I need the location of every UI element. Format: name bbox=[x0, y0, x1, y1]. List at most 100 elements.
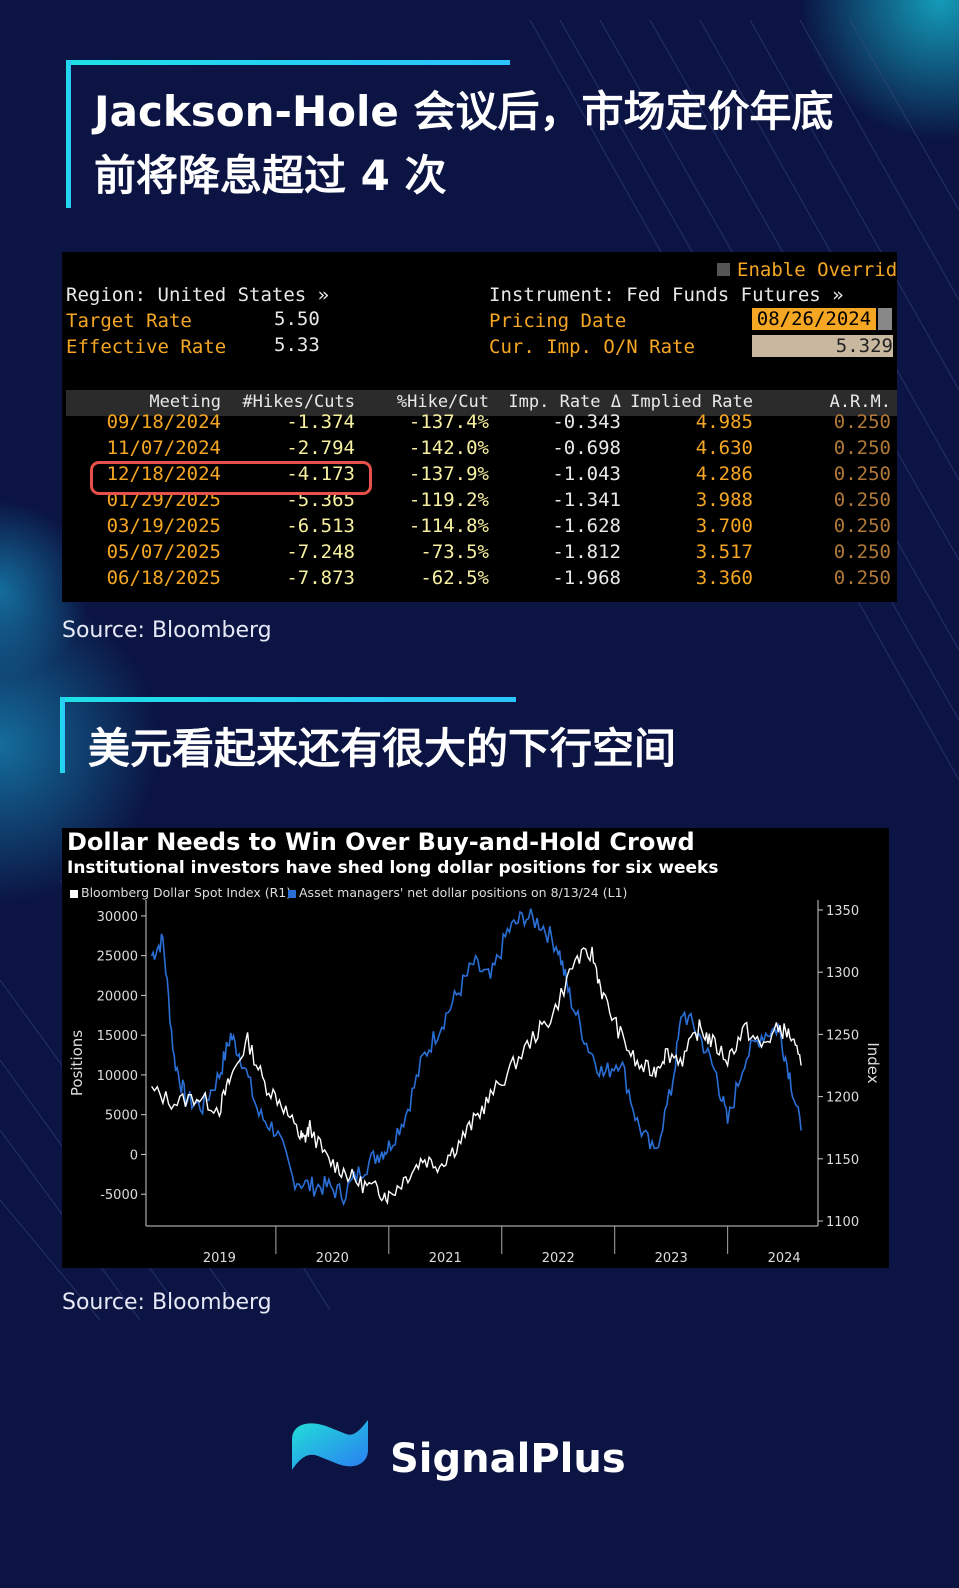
left-tick-label: 25000 bbox=[97, 950, 138, 965]
cell-meeting-date: 12/18/2024 bbox=[106, 463, 221, 485]
cell-pct-hike-cut: -137.9% bbox=[408, 463, 489, 485]
y-axis-title-right: Index bbox=[864, 1042, 882, 1083]
left-tick-label: 0 bbox=[130, 1148, 138, 1163]
legend-label-positions: Asset managers' net dollar positions on … bbox=[299, 885, 628, 900]
x-tick-label: 2021 bbox=[429, 1251, 462, 1266]
source-note-1: Source: Bloomberg bbox=[62, 618, 272, 643]
cell-hikes-cuts: -1.374 bbox=[286, 411, 355, 433]
left-tick-label: 15000 bbox=[97, 1029, 138, 1044]
cell-imp-rate-delta: -1.968 bbox=[552, 567, 621, 589]
cell-implied-rate: 3.700 bbox=[695, 515, 753, 537]
dollar-positions-chart: Dollar Needs to Win Over Buy-and-Hold Cr… bbox=[62, 828, 889, 1268]
cell-imp-rate-delta: -0.343 bbox=[552, 411, 621, 433]
section2-title: 美元看起来还有很大的下行空间 bbox=[88, 724, 677, 773]
cell-pct-hike-cut: -62.5% bbox=[420, 567, 489, 589]
cell-implied-rate: 3.988 bbox=[695, 489, 753, 511]
cell-pct-hike-cut: -73.5% bbox=[420, 541, 489, 563]
enable-override-label: Enable Override bbox=[737, 259, 897, 281]
title2-accent-bar-top bbox=[60, 697, 516, 702]
col-header-hikes-cuts: #Hikes/Cuts bbox=[242, 392, 355, 412]
chart-title: Dollar Needs to Win Over Buy-and-Hold Cr… bbox=[67, 828, 695, 856]
bloomberg-wirp-panel: Enable Override Region: United States » … bbox=[62, 252, 897, 602]
cell-hikes-cuts: -2.794 bbox=[286, 437, 355, 459]
pricing-date-label: Pricing Date bbox=[489, 310, 627, 332]
series-line-positions bbox=[150, 908, 802, 1207]
cell-imp-rate-delta: -1.628 bbox=[552, 515, 621, 537]
col-header-pct-hike-cut: %Hike/Cut bbox=[396, 392, 489, 412]
cell-pct-hike-cut: -114.8% bbox=[408, 515, 489, 537]
cell-arm: 0.250 bbox=[833, 541, 891, 563]
cell-imp-rate-delta: -1.341 bbox=[552, 489, 621, 511]
region-selector[interactable]: Region: United States » bbox=[66, 284, 330, 306]
x-tick-label: 2020 bbox=[316, 1251, 349, 1266]
cell-arm: 0.250 bbox=[833, 567, 891, 589]
col-header-imp-rate-delta: Imp. Rate Δ bbox=[508, 392, 621, 412]
left-tick-label: 20000 bbox=[97, 989, 138, 1004]
cell-hikes-cuts: -6.513 bbox=[286, 515, 355, 537]
target-rate-label: Target Rate bbox=[66, 310, 192, 332]
cell-meeting-date: 03/19/2025 bbox=[106, 515, 221, 537]
cur-imp-rate-label: Cur. Imp. O/N Rate bbox=[489, 336, 695, 358]
cell-arm: 0.250 bbox=[833, 515, 891, 537]
col-header-meeting: Meeting bbox=[149, 392, 221, 412]
cell-implied-rate: 4.630 bbox=[695, 437, 753, 459]
left-tick-label: 30000 bbox=[97, 910, 138, 925]
legend-swatch-white bbox=[70, 889, 78, 898]
series-line-dollar-index bbox=[151, 946, 802, 1206]
right-tick-label: 1200 bbox=[826, 1091, 859, 1106]
cell-hikes-cuts: -7.873 bbox=[286, 567, 355, 589]
legend-swatch-blue bbox=[288, 889, 296, 898]
left-tick-label: -5000 bbox=[100, 1188, 138, 1203]
cell-hikes-cuts: -7.248 bbox=[286, 541, 355, 563]
left-tick-label: 5000 bbox=[105, 1109, 138, 1124]
table-header-row: Meeting #Hikes/Cuts %Hike/Cut Imp. Rate … bbox=[66, 390, 897, 416]
cell-arm: 0.250 bbox=[833, 463, 891, 485]
legend-item-dollar-index: Bloomberg Dollar Spot Index (R1) bbox=[70, 885, 291, 900]
cell-meeting-date: 05/07/2025 bbox=[106, 541, 221, 563]
cell-arm: 0.250 bbox=[833, 437, 891, 459]
section1-title-line1: Jackson-Hole 会议后，市场定价年底 bbox=[94, 87, 834, 136]
cell-meeting-date: 06/18/2025 bbox=[106, 567, 221, 589]
brand-name: SignalPlus bbox=[390, 1436, 626, 1482]
cell-implied-rate: 3.360 bbox=[695, 567, 753, 589]
cell-implied-rate: 4.985 bbox=[695, 411, 753, 433]
legend-label-dollar-index: Bloomberg Dollar Spot Index (R1) bbox=[81, 885, 292, 900]
title-accent-bar-top bbox=[66, 60, 510, 65]
cell-implied-rate: 3.517 bbox=[695, 541, 753, 563]
right-tick-label: 1100 bbox=[826, 1215, 859, 1230]
y-axis-title-left: Positions bbox=[68, 1030, 86, 1096]
cell-imp-rate-delta: -1.812 bbox=[552, 541, 621, 563]
cell-meeting-date: 11/07/2024 bbox=[106, 437, 221, 459]
cell-pct-hike-cut: -119.2% bbox=[408, 489, 489, 511]
legend-item-positions: Asset managers' net dollar positions on … bbox=[288, 885, 627, 900]
cur-imp-rate-value[interactable]: 5.329 bbox=[752, 335, 893, 357]
instrument-selector[interactable]: Instrument: Fed Funds Futures » bbox=[489, 284, 844, 306]
right-tick-label: 1300 bbox=[826, 966, 859, 981]
source-note-2: Source: Bloomberg bbox=[62, 1290, 272, 1315]
override-checkbox[interactable] bbox=[717, 263, 730, 276]
signalplus-logo-icon bbox=[292, 1420, 368, 1470]
pricing-date-input[interactable]: 08/26/2024 bbox=[752, 308, 876, 330]
effective-rate-label: Effective Rate bbox=[66, 336, 227, 358]
section1-title-line2: 前将降息超过 4 次 bbox=[94, 151, 447, 200]
cell-imp-rate-delta: -0.698 bbox=[552, 437, 621, 459]
target-rate-value: 5.50 bbox=[274, 308, 320, 330]
x-tick-label: 2024 bbox=[768, 1251, 801, 1266]
x-tick-label: 2019 bbox=[203, 1251, 236, 1266]
cell-implied-rate: 4.286 bbox=[695, 463, 753, 485]
cell-pct-hike-cut: -137.4% bbox=[408, 411, 489, 433]
chart-plot: 30000 25000 20000 15000 10000 5000 0 -5000 1350 1… bbox=[68, 900, 882, 1266]
x-tick-label: 2023 bbox=[655, 1251, 688, 1266]
col-header-arm: A.R.M. bbox=[829, 392, 891, 412]
calendar-icon[interactable] bbox=[878, 308, 892, 330]
highlight-box bbox=[90, 461, 372, 495]
right-tick-label: 1350 bbox=[826, 904, 859, 919]
cell-arm: 0.250 bbox=[833, 411, 891, 433]
right-tick-label: 1250 bbox=[826, 1028, 859, 1043]
col-header-implied-rate: Implied Rate bbox=[630, 392, 753, 412]
left-tick-label: 10000 bbox=[97, 1069, 138, 1084]
cell-meeting-date: 09/18/2024 bbox=[106, 411, 221, 433]
title-accent-bar-left bbox=[66, 60, 71, 208]
cell-pct-hike-cut: -142.0% bbox=[408, 437, 489, 459]
